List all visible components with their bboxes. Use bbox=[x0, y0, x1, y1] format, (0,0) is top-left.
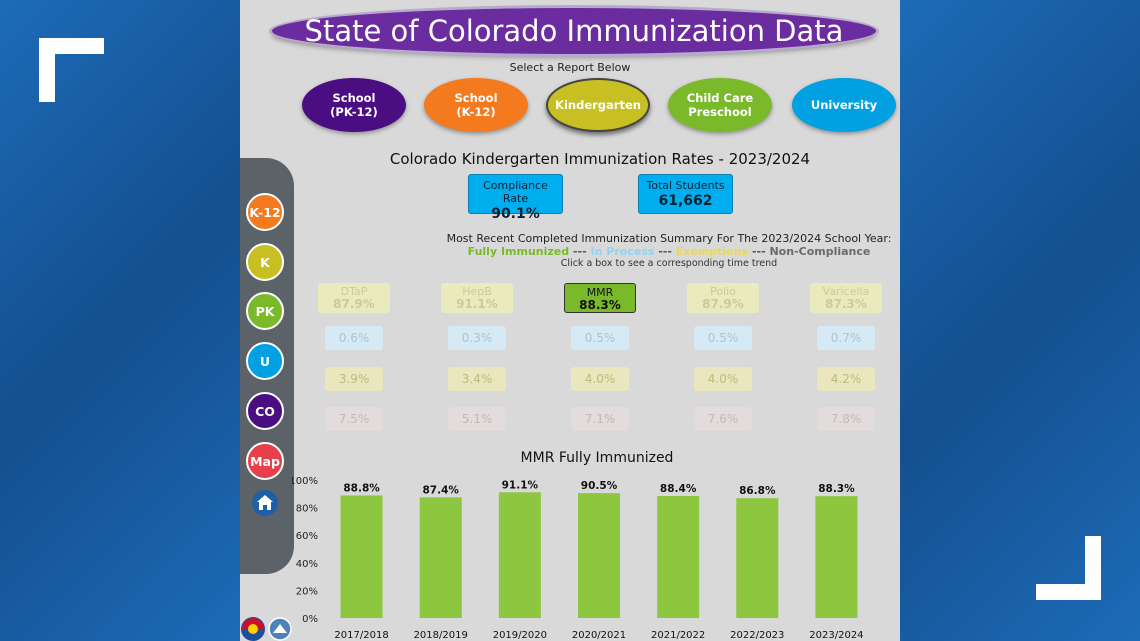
vaccine-fully-immunized: 87.9% bbox=[702, 297, 744, 311]
cell-non-compliance[interactable]: 7.6% bbox=[694, 407, 752, 431]
background-left bbox=[0, 0, 240, 641]
sidebar-button-map[interactable]: Map bbox=[246, 442, 284, 480]
colorado-logos-icon bbox=[241, 617, 292, 641]
vaccine-box-varicella[interactable]: Varicella 87.3% bbox=[810, 283, 882, 313]
bar[interactable] bbox=[340, 495, 383, 618]
legend-separator: --- bbox=[654, 245, 676, 258]
legend-exemptions: Exemptions bbox=[675, 245, 749, 258]
corner-bracket-top-left bbox=[39, 38, 104, 54]
y-tick-label: 80% bbox=[296, 504, 318, 515]
kpi-total-students: Total Students 61,662 bbox=[638, 174, 733, 214]
vaccine-fully-immunized: 91.1% bbox=[456, 297, 498, 311]
x-tick-label: 2020/2021 bbox=[572, 630, 626, 641]
report-button-school-pk12[interactable]: School (PK-12) bbox=[302, 78, 406, 132]
data-label: 91.1% bbox=[502, 479, 539, 491]
summary-title: Most Recent Completed Immunization Summa… bbox=[446, 232, 892, 245]
x-tick-label: 2022/2023 bbox=[730, 630, 784, 641]
x-tick-label: 2023/2024 bbox=[809, 630, 863, 641]
vaccine-name: DTaP bbox=[340, 285, 368, 298]
vaccine-box-dtap[interactable]: DTaP 87.9% bbox=[318, 283, 390, 313]
vaccine-fully-immunized: 87.9% bbox=[333, 297, 375, 311]
dashboard-panel: State of Colorado Immunization Data Sele… bbox=[240, 0, 900, 641]
chart-title: MMR Fully Immunized bbox=[520, 450, 674, 466]
background-right bbox=[900, 0, 1140, 641]
sidebar-button-k12[interactable]: K-12 bbox=[246, 193, 284, 231]
x-tick-label: 2019/2020 bbox=[493, 630, 547, 641]
status-legend: Fully Immunized --- In Process --- Exemp… bbox=[240, 245, 900, 258]
cell-in-process[interactable]: 0.6% bbox=[325, 326, 383, 350]
report-heading: Colorado Kindergarten Immunization Rates… bbox=[389, 150, 811, 168]
vaccine-box-mmr[interactable]: MMR 88.3% bbox=[564, 283, 636, 313]
corner-bracket-bottom-right bbox=[1085, 536, 1101, 600]
sidebar-button-university[interactable]: U bbox=[246, 342, 284, 380]
vaccine-name: MMR bbox=[586, 286, 614, 299]
data-label: 86.8% bbox=[739, 485, 776, 497]
cell-in-process[interactable]: 0.3% bbox=[448, 326, 506, 350]
cell-non-compliance[interactable]: 7.5% bbox=[325, 407, 383, 431]
mmr-bar-chart[interactable]: 0% 20% 40% 60% 80% 100% 88.8% 2017/2018 87.4% 201… bbox=[292, 470, 892, 641]
bar[interactable] bbox=[419, 497, 462, 618]
legend-separator: --- bbox=[569, 245, 591, 258]
cell-exemptions[interactable]: 4.2% bbox=[817, 367, 875, 391]
kpi-label: Compliance Rate bbox=[483, 179, 548, 205]
sidebar: K-12 K PK U CO Map bbox=[240, 158, 294, 574]
click-hint: Click a box to see a corresponding time … bbox=[560, 258, 778, 269]
cell-non-compliance[interactable]: 7.8% bbox=[817, 407, 875, 431]
legend-separator: --- bbox=[748, 245, 770, 258]
corner-bracket-top-left bbox=[39, 38, 55, 102]
vaccine-fully-immunized: 88.3% bbox=[579, 298, 621, 312]
cell-non-compliance[interactable]: 5.1% bbox=[448, 407, 506, 431]
cell-in-process[interactable]: 0.5% bbox=[571, 326, 629, 350]
sidebar-button-kindergarten[interactable]: K bbox=[246, 243, 284, 281]
kpi-compliance-rate: Compliance Rate 90.1% bbox=[468, 174, 563, 222]
report-button-kindergarten[interactable]: Kindergarten bbox=[546, 78, 650, 132]
y-tick-label: 20% bbox=[296, 586, 318, 597]
data-label: 90.5% bbox=[581, 480, 618, 492]
data-label: 87.4% bbox=[422, 484, 459, 496]
report-button-child-care-preschool[interactable]: Child Care Preschool bbox=[668, 78, 772, 132]
cell-exemptions[interactable]: 4.0% bbox=[694, 367, 752, 391]
vaccine-fully-immunized: 87.3% bbox=[825, 297, 867, 311]
kpi-value: 61,662 bbox=[658, 193, 713, 209]
y-tick-label: 0% bbox=[302, 614, 318, 625]
legend-non-compliance: Non-Compliance bbox=[769, 245, 871, 258]
cell-exemptions[interactable]: 4.0% bbox=[571, 367, 629, 391]
vaccine-box-hepb[interactable]: HepB 91.1% bbox=[441, 283, 513, 313]
cell-in-process[interactable]: 0.5% bbox=[694, 326, 752, 350]
vaccine-box-polio[interactable]: Polio 87.9% bbox=[687, 283, 759, 313]
x-tick-label: 2021/2022 bbox=[651, 630, 705, 641]
sidebar-button-colorado[interactable]: CO bbox=[246, 392, 284, 430]
legend-fully-immunized: Fully Immunized bbox=[467, 245, 570, 258]
bar[interactable] bbox=[498, 492, 541, 618]
data-label: 88.4% bbox=[660, 483, 697, 495]
bar[interactable] bbox=[815, 496, 858, 618]
vaccine-name: Polio bbox=[710, 285, 736, 298]
home-icon[interactable] bbox=[252, 490, 278, 516]
sidebar-button-preschool[interactable]: PK bbox=[246, 292, 284, 330]
y-tick-label: 40% bbox=[296, 559, 318, 570]
kpi-value: 90.1% bbox=[491, 206, 540, 222]
y-tick-label: 100% bbox=[292, 476, 318, 487]
data-label: 88.3% bbox=[818, 483, 855, 495]
legend-in-process: In Process bbox=[590, 245, 655, 258]
report-button-school-k12[interactable]: School (K-12) bbox=[424, 78, 528, 132]
cell-in-process[interactable]: 0.7% bbox=[817, 326, 875, 350]
bar[interactable] bbox=[578, 493, 620, 618]
cell-non-compliance[interactable]: 7.1% bbox=[571, 407, 629, 431]
x-tick-label: 2017/2018 bbox=[334, 630, 388, 641]
bar[interactable] bbox=[657, 496, 700, 618]
corner-bracket-bottom-right bbox=[1036, 584, 1101, 600]
cell-exemptions[interactable]: 3.9% bbox=[325, 367, 383, 391]
page-title: State of Colorado Immunization Data bbox=[272, 8, 876, 54]
bar[interactable] bbox=[736, 498, 779, 618]
x-tick-label: 2018/2019 bbox=[414, 630, 468, 641]
vaccine-name: HepB bbox=[462, 285, 492, 298]
vaccine-name: Varicella bbox=[822, 285, 870, 298]
select-report-label: Select a Report Below bbox=[509, 61, 631, 74]
cell-exemptions[interactable]: 3.4% bbox=[448, 367, 506, 391]
y-tick-label: 60% bbox=[296, 531, 318, 542]
data-label: 88.8% bbox=[343, 482, 380, 494]
report-button-university[interactable]: University bbox=[792, 78, 896, 132]
kpi-label: Total Students bbox=[646, 179, 725, 192]
